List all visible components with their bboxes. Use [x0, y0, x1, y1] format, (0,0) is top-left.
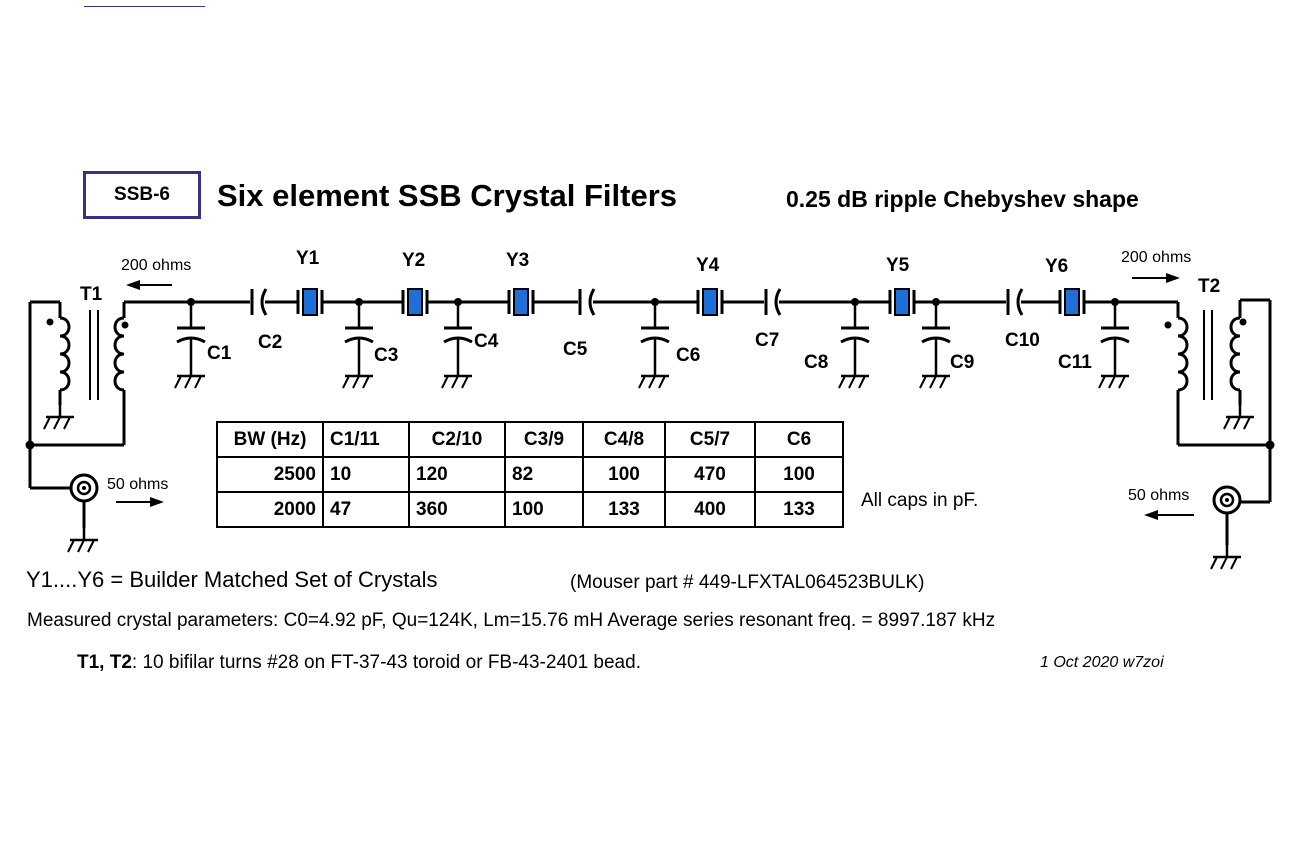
table-header: C5/7: [664, 421, 756, 458]
table-cell: 400: [664, 491, 756, 528]
table-row: 2500 10 120 82 100 470 100: [216, 456, 844, 493]
label-c9: C9: [950, 352, 974, 373]
label-y1: Y1: [296, 248, 320, 269]
capacitor-c9: [920, 302, 950, 388]
table-cell: 100: [754, 456, 844, 493]
crystal-y4: [696, 287, 724, 317]
label-t1: T1: [80, 284, 103, 305]
capacitor-c2: [250, 287, 268, 317]
crystal-y5: [888, 287, 916, 317]
crystal-y3: [507, 287, 535, 317]
label-c1: C1: [207, 343, 232, 364]
label-c8: C8: [804, 352, 828, 373]
capacitor-c6: [639, 302, 669, 388]
table-cell: 470: [664, 456, 756, 493]
capacitor-c1: [175, 302, 205, 388]
table-header: C3/9: [504, 421, 584, 458]
capacitor-c10: [1006, 287, 1024, 317]
filter-id-box: SSB-6: [83, 171, 201, 219]
table-header: BW (Hz): [216, 421, 324, 458]
table-cell: 133: [582, 491, 666, 528]
measured-parameters: Measured crystal parameters: C0=4.92 pF,…: [27, 610, 996, 631]
label-c4: C4: [474, 331, 499, 352]
bnc-connector-left: [66, 473, 100, 554]
label-c10: C10: [1005, 330, 1040, 351]
label-c3: C3: [374, 345, 398, 366]
table-cell: 2500: [216, 456, 324, 493]
bnc-connector-right: [1209, 485, 1243, 571]
table-cell: 120: [408, 456, 506, 493]
label-c11: C11: [1058, 352, 1092, 373]
mouser-part-note: (Mouser part # 449-LFXTAL064523BULK): [570, 572, 925, 593]
capacitor-c5: [578, 287, 596, 317]
label-c5: C5: [563, 339, 588, 360]
table-cell: 133: [754, 491, 844, 528]
label-impedance-left: 200 ohms: [121, 257, 191, 274]
units-note: All caps in pF.: [861, 490, 979, 511]
page-subtitle: 0.25 dB ripple Chebyshev shape: [786, 186, 1139, 212]
transformer-t2: [1164, 298, 1275, 504]
capacitor-table: BW (Hz) C1/11 C2/10 C3/9 C4/8 C5/7 C6 25…: [216, 421, 844, 528]
label-t2: T2: [1198, 276, 1220, 297]
transformer-note-label: T1, T2: [77, 652, 132, 673]
table-header-row: BW (Hz) C1/11 C2/10 C3/9 C4/8 C5/7 C6: [216, 421, 844, 458]
label-y6: Y6: [1045, 256, 1068, 277]
table-cell: 100: [582, 456, 666, 493]
label-impedance-right: 200 ohms: [1121, 249, 1191, 266]
label-port-right: 50 ohms: [1128, 487, 1189, 504]
page-title: Six element SSB Crystal Filters: [217, 178, 678, 213]
top-rule: [84, 6, 205, 7]
table-header: C6: [754, 421, 844, 458]
crystal-set-note: Y1....Y6 = Builder Matched Set of Crysta…: [26, 567, 438, 592]
transformer-note-text: : 10 bifilar turns #28 on FT-37-43 toroi…: [131, 652, 641, 673]
table-cell: 2000: [216, 491, 324, 528]
label-c2: C2: [258, 332, 282, 353]
label-y3: Y3: [506, 250, 529, 271]
label-c6: C6: [676, 345, 700, 366]
label-c7: C7: [755, 330, 779, 351]
label-port-left: 50 ohms: [107, 476, 168, 493]
crystal-y1: [296, 287, 324, 317]
table-cell: 100: [504, 491, 584, 528]
capacitor-c3: [343, 302, 373, 388]
capacitor-c7: [764, 287, 782, 317]
filter-id: SSB-6: [114, 184, 170, 205]
table-cell: 82: [504, 456, 584, 493]
label-y5: Y5: [886, 255, 910, 276]
crystal-y2: [401, 287, 429, 317]
signature: 1 Oct 2020 w7zoi: [1040, 654, 1164, 671]
table-cell: 360: [408, 491, 506, 528]
label-y4: Y4: [696, 255, 720, 276]
label-y2: Y2: [402, 250, 425, 271]
crystal-y6: [1058, 287, 1086, 317]
table-cell: 47: [322, 491, 410, 528]
capacitor-c4: [442, 302, 472, 388]
table-cell: 10: [322, 456, 410, 493]
table-header: C4/8: [582, 421, 666, 458]
table-row: 2000 47 360 100 133 400 133: [216, 491, 844, 528]
table-header: C1/11: [322, 421, 410, 458]
table-header: C2/10: [408, 421, 506, 458]
transformer-note: T1, T2: 10 bifilar turns #28 on FT-37-43…: [77, 652, 641, 674]
capacitor-c11: [1099, 302, 1129, 388]
capacitor-c8: [839, 302, 869, 388]
transformer-t1: [25, 300, 129, 490]
